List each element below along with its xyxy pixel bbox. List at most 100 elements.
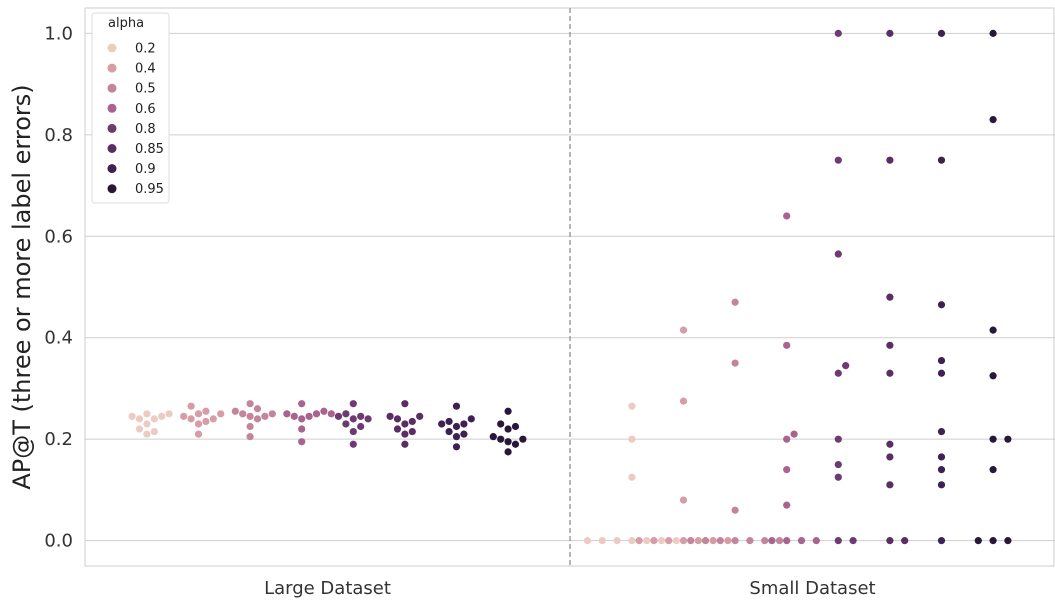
data-point xyxy=(408,427,416,436)
data-point xyxy=(701,537,710,545)
data-point xyxy=(519,435,527,443)
data-point xyxy=(672,537,680,545)
y-tick-label: 0.4 xyxy=(44,328,73,349)
data-point xyxy=(937,466,946,474)
legend-marker xyxy=(107,83,117,93)
data-point xyxy=(253,415,262,423)
data-point xyxy=(452,422,461,431)
legend-entry-label: 0.8 xyxy=(135,122,156,137)
data-point xyxy=(202,417,210,426)
data-point xyxy=(504,448,512,456)
category-labels: Large Dataset Small Dataset xyxy=(264,578,876,599)
data-point xyxy=(349,415,357,423)
data-point xyxy=(401,430,409,438)
data-point xyxy=(150,415,158,423)
data-point xyxy=(489,433,497,441)
legend-entry-label: 0.9 xyxy=(135,162,156,177)
data-point xyxy=(783,537,791,545)
data-point xyxy=(150,427,158,436)
data-point xyxy=(202,407,210,415)
data-point xyxy=(320,407,328,415)
data-point xyxy=(937,29,946,37)
data-point xyxy=(834,435,842,443)
data-point xyxy=(364,415,372,423)
data-point xyxy=(583,537,592,545)
legend-marker xyxy=(107,144,117,153)
data-point xyxy=(834,369,842,377)
data-point xyxy=(452,433,461,441)
data-point xyxy=(158,412,166,420)
legend-marker xyxy=(107,184,117,194)
data-point xyxy=(165,410,173,418)
data-point xyxy=(349,440,357,448)
data-point xyxy=(393,425,402,433)
data-point xyxy=(731,506,739,514)
data-point xyxy=(834,156,842,164)
data-point xyxy=(135,425,144,433)
data-point xyxy=(349,400,357,408)
data-point xyxy=(886,481,894,489)
data-point xyxy=(357,412,365,420)
data-point xyxy=(886,293,894,301)
data-point xyxy=(989,29,997,37)
data-point xyxy=(342,410,350,418)
data-point xyxy=(312,410,321,418)
data-point xyxy=(128,412,136,420)
y-axis-label: AP@T (three or more label errors) xyxy=(8,84,36,489)
data-point xyxy=(143,420,151,428)
data-point xyxy=(974,537,982,545)
data-point xyxy=(460,430,468,438)
data-point xyxy=(842,362,850,370)
data-point xyxy=(886,341,894,349)
data-point xyxy=(790,430,798,438)
data-point xyxy=(416,412,424,420)
data-point xyxy=(937,356,946,365)
data-point xyxy=(305,412,313,420)
data-point xyxy=(628,435,636,443)
data-point xyxy=(886,453,894,461)
data-point xyxy=(628,473,636,481)
legend-marker xyxy=(107,164,117,174)
data-point xyxy=(679,397,688,405)
data-point xyxy=(445,427,453,436)
data-point xyxy=(393,415,402,423)
data-point xyxy=(731,298,739,306)
data-point xyxy=(901,537,909,545)
data-point xyxy=(937,481,946,489)
data-point xyxy=(209,415,217,423)
data-point xyxy=(937,369,946,377)
data-point xyxy=(937,537,946,545)
data-point xyxy=(452,443,461,451)
legend-title: alpha xyxy=(108,16,144,31)
data-point xyxy=(349,427,357,436)
data-point xyxy=(694,537,702,545)
data-point xyxy=(467,415,475,423)
data-point xyxy=(180,412,188,420)
data-point xyxy=(445,417,453,426)
data-point xyxy=(239,410,247,418)
data-point xyxy=(886,156,894,164)
data-point xyxy=(989,326,997,334)
legend-entry-label: 0.5 xyxy=(135,82,156,97)
data-point xyxy=(849,537,857,545)
data-point xyxy=(989,466,997,474)
data-point xyxy=(989,372,997,380)
data-point xyxy=(268,410,276,418)
y-tick-label: 0.2 xyxy=(44,429,73,450)
data-point xyxy=(613,537,621,545)
data-point xyxy=(187,415,195,423)
data-point xyxy=(679,496,688,504)
data-point xyxy=(679,537,688,545)
data-point xyxy=(327,410,335,418)
data-point xyxy=(261,412,269,420)
data-point xyxy=(783,466,791,474)
data-point xyxy=(834,29,842,37)
data-point xyxy=(401,440,409,448)
data-point xyxy=(989,537,997,545)
data-point xyxy=(460,420,468,428)
data-point xyxy=(886,537,894,545)
data-point xyxy=(834,537,842,545)
data-point xyxy=(886,29,894,37)
data-point xyxy=(834,250,842,258)
legend: alpha 0.2 0.4 0.5 0.6 0.8 0.85 0.9 0.95 xyxy=(91,12,170,204)
